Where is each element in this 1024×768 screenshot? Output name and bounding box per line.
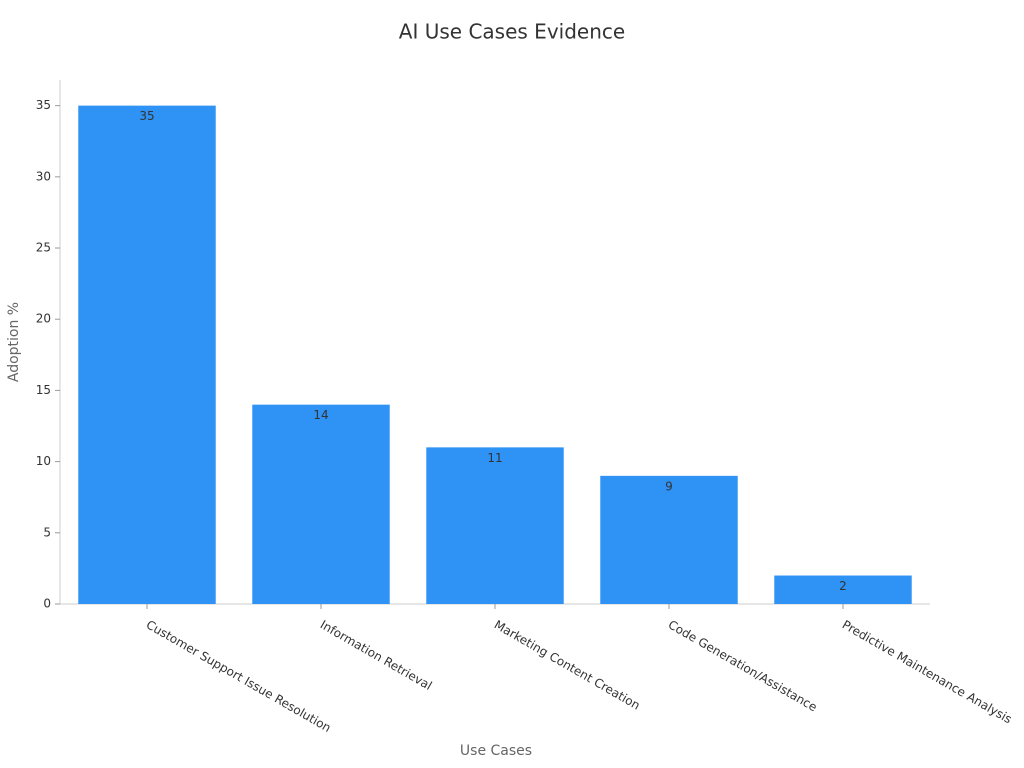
y-tick-label: 0 xyxy=(43,597,51,611)
value-label: 11 xyxy=(487,451,502,465)
value-label: 2 xyxy=(839,579,847,593)
x-axis-title: Use Cases xyxy=(460,743,532,759)
y-tick-label: 10 xyxy=(36,454,51,468)
bar xyxy=(78,105,216,604)
x-tick-label: Information Retrieval xyxy=(318,618,435,693)
bar xyxy=(252,404,390,604)
chart-title: AI Use Cases Evidence xyxy=(399,20,625,44)
value-label: 9 xyxy=(665,479,673,493)
x-tick-label: Customer Support Issue Resolution xyxy=(144,618,334,736)
y-tick-label: 35 xyxy=(36,98,51,112)
x-tick-label: Marketing Content Creation xyxy=(492,618,643,713)
y-tick-label: 20 xyxy=(36,312,51,326)
value-label: 35 xyxy=(139,109,154,123)
y-tick-label: 30 xyxy=(36,169,51,183)
y-tick-label: 5 xyxy=(43,525,51,539)
x-tick-label: Predictive Maintenance Analysis xyxy=(840,618,1015,727)
y-tick-label: 15 xyxy=(36,383,51,397)
bar xyxy=(426,447,564,604)
y-tick-label: 25 xyxy=(36,241,51,255)
x-tick-label: Code Generation/Assistance xyxy=(666,618,820,715)
y-axis-title: Adoption % xyxy=(6,302,22,382)
value-label: 14 xyxy=(313,408,328,422)
bar xyxy=(600,475,738,604)
bar xyxy=(774,575,912,604)
